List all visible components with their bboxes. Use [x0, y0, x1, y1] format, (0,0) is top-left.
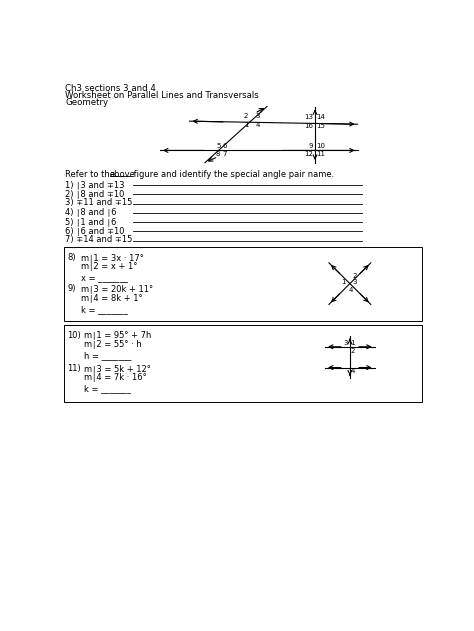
- Text: h = _______: h = _______: [84, 351, 131, 360]
- Text: m∣4 = 7k · 16°: m∣4 = 7k · 16°: [84, 372, 147, 381]
- Text: 4: 4: [255, 122, 260, 128]
- Text: 2: 2: [352, 273, 356, 279]
- Text: 1: 1: [351, 340, 355, 346]
- Text: 8: 8: [216, 151, 220, 157]
- Text: m∣1 = 3x · 17°: m∣1 = 3x · 17°: [81, 253, 144, 262]
- Text: 8): 8): [67, 253, 76, 262]
- Text: 1) ∣3 and ∓13: 1) ∣3 and ∓13: [65, 180, 125, 189]
- Text: 13: 13: [304, 114, 313, 121]
- Text: 7: 7: [223, 151, 227, 157]
- Text: 12: 12: [305, 151, 313, 157]
- Text: 5: 5: [216, 143, 220, 149]
- Text: Refer to the: Refer to the: [65, 170, 118, 179]
- Text: above: above: [109, 170, 136, 179]
- Text: 5) ∣1 and ∣6: 5) ∣1 and ∣6: [65, 216, 117, 226]
- Bar: [64, 325, 422, 402]
- Text: m∣3 = 5k + 12°: m∣3 = 5k + 12°: [84, 363, 151, 373]
- Text: 3) ∓11 and ∓15: 3) ∓11 and ∓15: [65, 198, 133, 207]
- Text: 1: 1: [341, 279, 346, 285]
- Text: 4) ∣8 and ∣6: 4) ∣8 and ∣6: [65, 208, 117, 216]
- Text: 2) ∣8 and ∓10: 2) ∣8 and ∓10: [65, 189, 125, 198]
- Text: 6) ∣6 and ∓10: 6) ∣6 and ∓10: [65, 226, 125, 235]
- Text: k = _______: k = _______: [81, 305, 128, 314]
- Text: 3: 3: [352, 279, 357, 285]
- Text: m∣2 = 55° · h: m∣2 = 55° · h: [84, 339, 142, 348]
- Text: Geometry: Geometry: [65, 98, 109, 107]
- Text: 4: 4: [348, 286, 353, 293]
- Text: 6: 6: [223, 143, 227, 149]
- Text: m∣3 = 20k + 11°: m∣3 = 20k + 11°: [81, 285, 153, 293]
- Bar: [64, 247, 422, 321]
- Text: 15: 15: [316, 124, 325, 129]
- Text: k = _______: k = _______: [84, 384, 131, 394]
- Text: figure and identify the special angle pair name.: figure and identify the special angle pa…: [130, 170, 334, 179]
- Text: m∣1 = 95° + 7h: m∣1 = 95° + 7h: [84, 331, 151, 339]
- Text: 2: 2: [351, 348, 355, 353]
- Text: 16: 16: [304, 124, 313, 129]
- Text: m∣2 = x + 1°: m∣2 = x + 1°: [81, 261, 137, 270]
- Text: 1: 1: [244, 122, 248, 128]
- Text: Worksheet on Parallel Lines and Transversals: Worksheet on Parallel Lines and Transver…: [65, 91, 259, 100]
- Text: Ch3 sections 3 and 4: Ch3 sections 3 and 4: [65, 84, 156, 93]
- Text: 14: 14: [316, 114, 325, 121]
- Text: 9): 9): [67, 285, 75, 293]
- Text: 3: 3: [344, 340, 348, 346]
- Text: 4: 4: [351, 369, 355, 374]
- Text: 11: 11: [316, 151, 325, 157]
- Text: 2: 2: [244, 113, 248, 119]
- Text: x = _______: x = _______: [81, 274, 128, 283]
- Text: 7) ∓14 and ∓15: 7) ∓14 and ∓15: [65, 235, 133, 244]
- Text: 9: 9: [309, 143, 313, 149]
- Text: 11): 11): [67, 363, 81, 373]
- Text: 10: 10: [316, 143, 325, 149]
- Text: m∣4 = 8k + 1°: m∣4 = 8k + 1°: [81, 293, 143, 302]
- Text: 3: 3: [255, 113, 260, 119]
- Text: 10): 10): [67, 331, 81, 339]
